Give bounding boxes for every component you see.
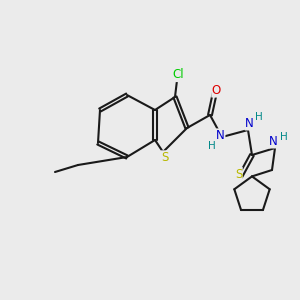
Text: H: H: [208, 141, 215, 151]
Text: N: N: [216, 129, 225, 142]
Text: O: O: [212, 84, 221, 97]
Text: Cl: Cl: [172, 68, 184, 82]
Text: N: N: [245, 117, 254, 130]
Text: S: S: [161, 151, 168, 164]
Text: S: S: [235, 167, 242, 181]
Text: H: H: [280, 132, 287, 142]
Text: N: N: [269, 135, 278, 148]
Text: H: H: [255, 112, 262, 122]
